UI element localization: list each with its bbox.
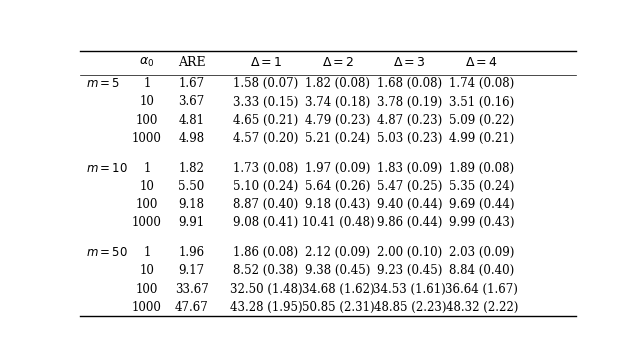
- Text: 5.35 (0.24): 5.35 (0.24): [449, 180, 515, 193]
- Text: 1.82: 1.82: [179, 162, 205, 175]
- Text: 1.73 (0.08): 1.73 (0.08): [234, 162, 299, 175]
- Text: 4.99 (0.21): 4.99 (0.21): [449, 132, 515, 145]
- Text: $\Delta = 2$: $\Delta = 2$: [322, 56, 354, 69]
- Text: 9.69 (0.44): 9.69 (0.44): [449, 198, 515, 211]
- Text: 4.57 (0.20): 4.57 (0.20): [234, 132, 299, 145]
- Text: 1.96: 1.96: [179, 246, 205, 259]
- Text: 8.87 (0.40): 8.87 (0.40): [234, 198, 299, 211]
- Text: 1.58 (0.07): 1.58 (0.07): [234, 78, 299, 90]
- Text: 2.12 (0.09): 2.12 (0.09): [305, 246, 371, 259]
- Text: 36.64 (1.67): 36.64 (1.67): [445, 283, 518, 295]
- Text: 9.40 (0.44): 9.40 (0.44): [377, 198, 443, 211]
- Text: 34.68 (1.62): 34.68 (1.62): [301, 283, 374, 295]
- Text: 8.52 (0.38): 8.52 (0.38): [234, 264, 299, 277]
- Text: 1.97 (0.09): 1.97 (0.09): [305, 162, 371, 175]
- Text: 10: 10: [140, 264, 154, 277]
- Text: 1.83 (0.09): 1.83 (0.09): [377, 162, 442, 175]
- Text: 2.03 (0.09): 2.03 (0.09): [449, 246, 515, 259]
- Text: $\Delta = 4$: $\Delta = 4$: [465, 56, 499, 69]
- Text: $\Delta = 1$: $\Delta = 1$: [250, 56, 282, 69]
- Text: 4.65 (0.21): 4.65 (0.21): [234, 113, 299, 127]
- Text: 9.18 (0.43): 9.18 (0.43): [305, 198, 371, 211]
- Text: 9.08 (0.41): 9.08 (0.41): [234, 216, 299, 229]
- Text: 9.23 (0.45): 9.23 (0.45): [377, 264, 442, 277]
- Text: 100: 100: [136, 113, 158, 127]
- Text: 2.00 (0.10): 2.00 (0.10): [377, 246, 442, 259]
- Text: 3.33 (0.15): 3.33 (0.15): [234, 95, 299, 109]
- Text: 1.86 (0.08): 1.86 (0.08): [234, 246, 299, 259]
- Text: 1: 1: [143, 78, 150, 90]
- Text: 1000: 1000: [132, 216, 162, 229]
- Text: 5.64 (0.26): 5.64 (0.26): [305, 180, 371, 193]
- Text: 8.84 (0.40): 8.84 (0.40): [449, 264, 515, 277]
- Text: 9.17: 9.17: [179, 264, 205, 277]
- Text: 4.87 (0.23): 4.87 (0.23): [377, 113, 442, 127]
- Text: 5.47 (0.25): 5.47 (0.25): [377, 180, 442, 193]
- Text: 47.67: 47.67: [175, 301, 209, 313]
- Text: 1.68 (0.08): 1.68 (0.08): [377, 78, 442, 90]
- Text: 9.38 (0.45): 9.38 (0.45): [305, 264, 371, 277]
- Text: 1.67: 1.67: [179, 78, 205, 90]
- Text: 33.67: 33.67: [175, 283, 209, 295]
- Text: 34.53 (1.61): 34.53 (1.61): [374, 283, 446, 295]
- Text: 4.81: 4.81: [179, 113, 205, 127]
- Text: 10.41 (0.48): 10.41 (0.48): [301, 216, 374, 229]
- Text: $m = 50$: $m = 50$: [86, 246, 128, 259]
- Text: 48.85 (2.23): 48.85 (2.23): [374, 301, 446, 313]
- Text: $m = 5$: $m = 5$: [86, 78, 120, 90]
- Text: 5.09 (0.22): 5.09 (0.22): [449, 113, 515, 127]
- Text: 48.32 (2.22): 48.32 (2.22): [445, 301, 518, 313]
- Text: 1000: 1000: [132, 301, 162, 313]
- Text: 100: 100: [136, 198, 158, 211]
- Text: ARE: ARE: [178, 56, 205, 69]
- Text: 9.86 (0.44): 9.86 (0.44): [377, 216, 442, 229]
- Text: 50.85 (2.31): 50.85 (2.31): [301, 301, 374, 313]
- Text: 1000: 1000: [132, 132, 162, 145]
- Text: 9.18: 9.18: [179, 198, 205, 211]
- Text: 1: 1: [143, 162, 150, 175]
- Text: 43.28 (1.95): 43.28 (1.95): [230, 301, 302, 313]
- Text: $m = 10$: $m = 10$: [86, 162, 128, 175]
- Text: 1: 1: [143, 246, 150, 259]
- Text: $\alpha_0$: $\alpha_0$: [140, 56, 155, 70]
- Text: $\Delta = 3$: $\Delta = 3$: [394, 56, 426, 69]
- Text: 4.98: 4.98: [179, 132, 205, 145]
- Text: 10: 10: [140, 95, 154, 109]
- Text: 3.67: 3.67: [179, 95, 205, 109]
- Text: 1.82 (0.08): 1.82 (0.08): [305, 78, 371, 90]
- Text: 5.03 (0.23): 5.03 (0.23): [377, 132, 442, 145]
- Text: 100: 100: [136, 283, 158, 295]
- Text: 3.51 (0.16): 3.51 (0.16): [449, 95, 515, 109]
- Text: 3.78 (0.19): 3.78 (0.19): [377, 95, 442, 109]
- Text: 10: 10: [140, 180, 154, 193]
- Text: 1.89 (0.08): 1.89 (0.08): [449, 162, 515, 175]
- Text: 1.74 (0.08): 1.74 (0.08): [449, 78, 515, 90]
- Text: 3.74 (0.18): 3.74 (0.18): [305, 95, 371, 109]
- Text: 5.21 (0.24): 5.21 (0.24): [305, 132, 371, 145]
- Text: 32.50 (1.48): 32.50 (1.48): [230, 283, 302, 295]
- Text: 9.91: 9.91: [179, 216, 205, 229]
- Text: 9.99 (0.43): 9.99 (0.43): [449, 216, 515, 229]
- Text: 5.10 (0.24): 5.10 (0.24): [234, 180, 299, 193]
- Text: 4.79 (0.23): 4.79 (0.23): [305, 113, 371, 127]
- Text: 5.50: 5.50: [179, 180, 205, 193]
